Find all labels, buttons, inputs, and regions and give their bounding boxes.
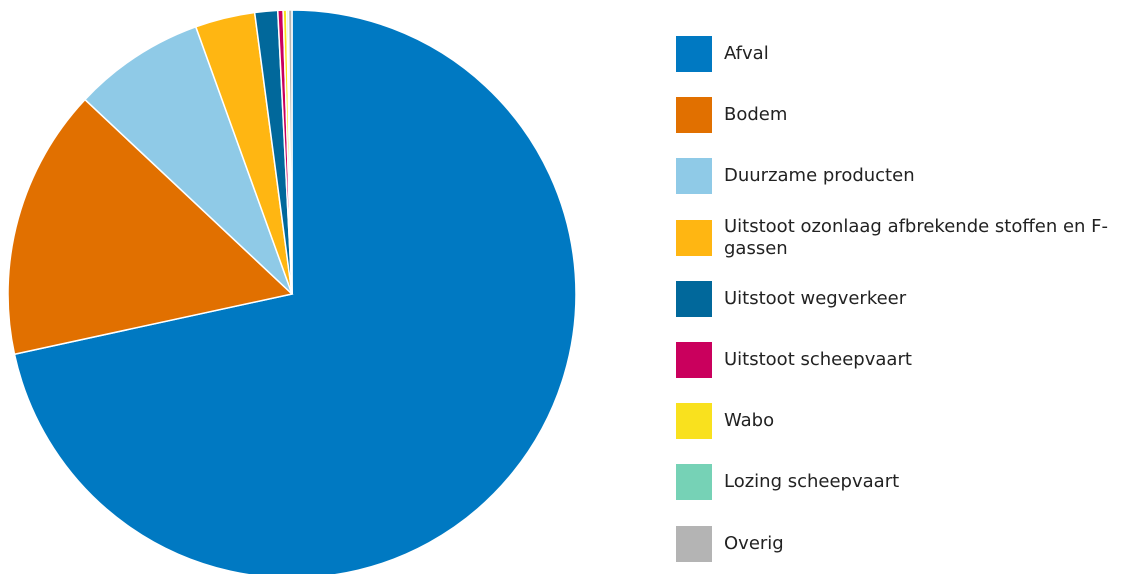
legend-label: Uitstoot ozonlaag afbrekende stoffen en … <box>724 215 1109 259</box>
legend-label: Lozing scheepvaart <box>724 471 900 493</box>
legend-label: Uitstoot scheepvaart <box>724 349 912 370</box>
legend-swatch <box>676 342 712 378</box>
legend-label: Uitstoot wegverkeer <box>724 287 907 309</box>
legend-swatch <box>676 36 712 72</box>
legend-item: Wabo <box>676 403 1124 440</box>
pie-slice <box>7 98 294 356</box>
legend-swatch <box>676 97 712 134</box>
pie-slice <box>13 9 577 574</box>
legend-item: Lozing scheepvaart <box>676 464 1124 501</box>
legend-label: Wabo <box>724 410 775 432</box>
pie-slice <box>83 25 293 295</box>
legend-label: Duurzame producten <box>724 165 915 187</box>
legend-item: Afval <box>676 36 1124 72</box>
legend-item: Uitstoot scheepvaart <box>676 342 1124 378</box>
legend-label: Overig <box>724 532 784 554</box>
legend-swatch <box>676 464 712 501</box>
legend-label: Afval <box>724 43 769 64</box>
legend-swatch <box>676 403 712 440</box>
legend-swatch <box>676 280 712 317</box>
legend-item: Uitstoot wegverkeer <box>676 280 1124 317</box>
legend-item: Uitstoot ozonlaag afbrekende stoffen en … <box>676 216 1124 259</box>
legend-swatch <box>676 158 712 195</box>
legend-item: Overig <box>676 525 1124 562</box>
pie-chart <box>7 9 577 574</box>
legend-swatch <box>676 219 712 256</box>
legend-label: Bodem <box>724 104 788 126</box>
legend-item: Bodem <box>676 97 1124 134</box>
legend-swatch <box>676 525 712 562</box>
pie-slice <box>287 9 293 295</box>
legend-item: Duurzame producten <box>676 158 1124 195</box>
